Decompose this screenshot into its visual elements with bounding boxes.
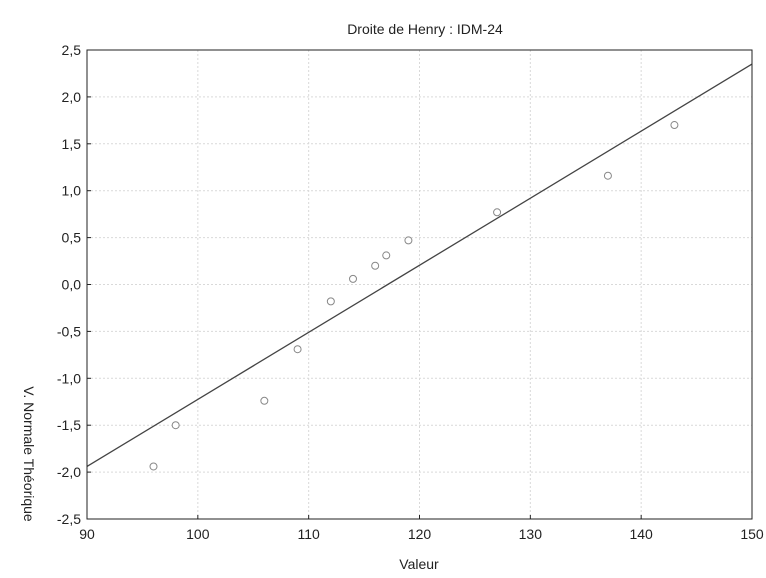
y-tick-label: -2,5 xyxy=(57,511,81,527)
y-tick-label: -2,0 xyxy=(57,464,81,480)
data-point xyxy=(382,251,391,260)
x-tick-label: 90 xyxy=(79,526,95,542)
x-tick-label: 150 xyxy=(740,526,764,542)
data-point xyxy=(149,462,158,471)
fit-line xyxy=(86,63,753,468)
grid-lines xyxy=(87,50,752,519)
y-tick-label: 1,5 xyxy=(62,136,82,152)
data-point xyxy=(404,236,413,245)
y-tick-label: 2,0 xyxy=(62,89,82,105)
x-tick-label: 130 xyxy=(519,526,543,542)
data-point xyxy=(260,396,269,405)
data-point xyxy=(670,121,679,130)
data-point xyxy=(349,274,357,283)
y-axis-ticks: -2,5 -2,0 -1,5 -1,0 -0,5 0,0 0,5 1,0 1,5 2,0 2,5 xyxy=(57,42,91,527)
x-tick-label: 120 xyxy=(408,526,432,542)
y-tick-label: 0,5 xyxy=(62,230,82,246)
y-tick-label: -1,5 xyxy=(57,417,81,433)
y-axis-title: V. Normale Théorique xyxy=(21,386,37,522)
data-point xyxy=(371,261,380,270)
y-tick-label: -1,0 xyxy=(57,370,81,386)
data-points xyxy=(149,121,679,471)
x-axis-ticks: 90 100 110 120 130 140 150 xyxy=(79,515,764,542)
y-tick-label: -0,5 xyxy=(57,323,81,339)
x-tick-label: 110 xyxy=(298,526,321,542)
data-point xyxy=(326,297,335,306)
y-tick-label: 2,5 xyxy=(62,42,82,58)
y-tick-label: 0,0 xyxy=(62,277,82,293)
x-tick-label: 140 xyxy=(629,526,653,542)
x-tick-label: 100 xyxy=(186,526,210,542)
chart-title: Droite de Henry : IDM-24 xyxy=(347,21,503,37)
data-point xyxy=(493,208,502,217)
data-point xyxy=(171,421,180,430)
data-point xyxy=(603,171,612,180)
fit-line-group xyxy=(86,63,753,468)
y-tick-label: 1,0 xyxy=(62,183,82,199)
data-point xyxy=(293,345,302,354)
x-axis-title: Valeur xyxy=(399,556,439,572)
